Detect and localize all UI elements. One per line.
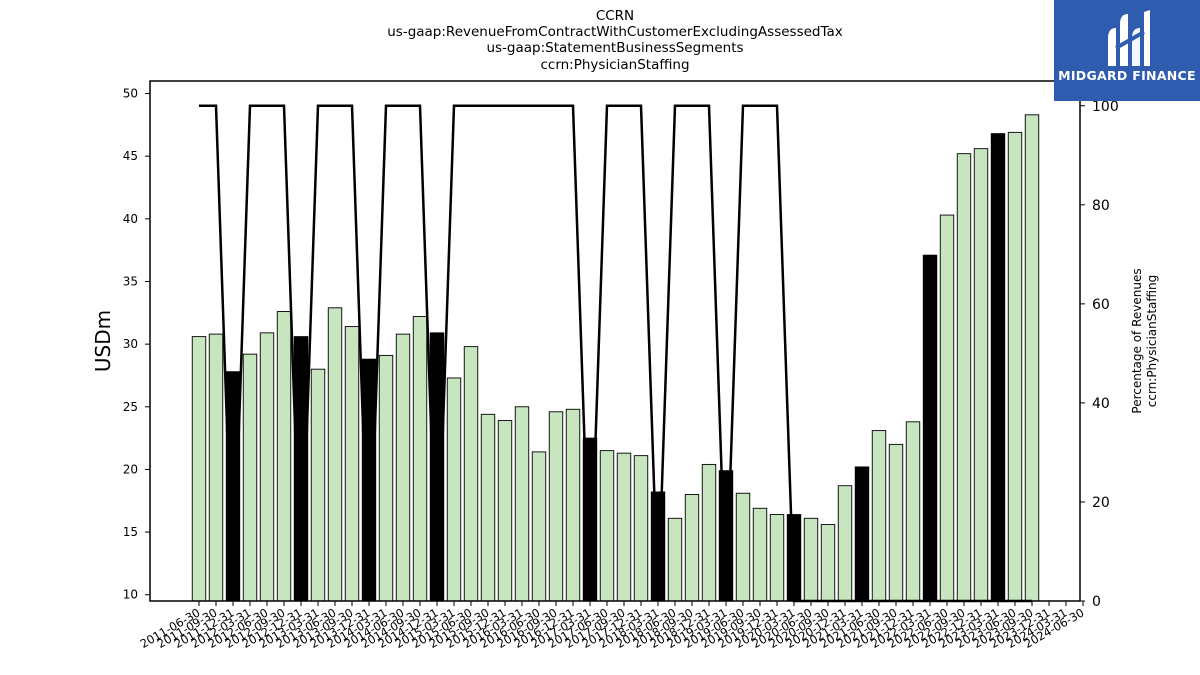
bar — [973, 148, 989, 602]
bar — [259, 332, 275, 602]
bar — [803, 517, 819, 602]
bar — [310, 368, 326, 602]
bar — [378, 354, 394, 602]
bar — [599, 450, 615, 602]
bar — [208, 333, 224, 602]
bar — [276, 311, 292, 602]
y-tick-label: 10 — [123, 588, 138, 602]
bar — [633, 455, 649, 602]
bar — [922, 254, 938, 602]
title-line-4: ccrn:PhysicianStaffing — [540, 57, 689, 73]
bar — [616, 452, 632, 602]
y-axis: 10 15 20 25 30 35 40 45 50 — [123, 87, 150, 602]
brand-logo: MIDGARD FINANCE — [1054, 0, 1200, 101]
bar — [820, 524, 836, 602]
bar — [412, 316, 428, 602]
bar — [939, 214, 955, 602]
y-tick-label: 30 — [123, 337, 138, 351]
bar — [701, 463, 717, 602]
bar — [735, 492, 751, 602]
bar — [497, 420, 513, 602]
bar — [905, 421, 921, 602]
y2-tick-label: 60 — [1092, 297, 1110, 313]
bar — [871, 430, 887, 602]
y-tick-label: 15 — [123, 525, 138, 539]
y-tick-label: 40 — [123, 212, 138, 226]
plot-frame — [149, 80, 1081, 602]
bar — [327, 307, 343, 602]
y2-tick-label: 0 — [1092, 594, 1101, 610]
y2-tick-label: 20 — [1092, 495, 1110, 511]
bar — [446, 377, 462, 602]
bar — [514, 406, 530, 602]
y2-tick-label: 80 — [1092, 198, 1110, 214]
bar — [344, 326, 360, 602]
bar — [752, 507, 768, 602]
title-line-3: us-gaap:StatementBusinessSegments — [486, 40, 743, 56]
bar — [684, 494, 700, 602]
bar — [191, 336, 207, 602]
bar — [990, 133, 1006, 602]
bar — [837, 485, 853, 602]
bar — [1024, 114, 1040, 602]
logo-mark-icon — [1108, 10, 1150, 66]
y-tick-label: 35 — [123, 274, 138, 288]
title-line-1: CCRN — [596, 8, 634, 24]
title-line-2: us-gaap:RevenueFromContractWithCustomerE… — [387, 24, 843, 40]
bar — [888, 443, 904, 602]
bar — [667, 517, 683, 602]
y2-axis-label-line-1: Percentage of Revenues — [1130, 268, 1144, 413]
bar — [565, 408, 581, 602]
bar — [531, 451, 547, 602]
bar — [956, 153, 972, 602]
bar — [769, 514, 785, 602]
y-tick-label: 25 — [123, 400, 138, 414]
y-tick-label: 50 — [123, 87, 138, 101]
y-tick-label: 20 — [123, 462, 138, 476]
bar — [854, 466, 870, 602]
chart-title: CCRN us-gaap:RevenueFromContractWithCust… — [387, 8, 843, 73]
y2-tick-label: 100 — [1092, 99, 1119, 115]
y2-axis: 0 20 40 60 80 100 — [1080, 99, 1119, 610]
y-axis-label: USDm — [91, 310, 115, 372]
bar — [463, 346, 479, 602]
logo-text: MIDGARD FINANCE — [1058, 68, 1196, 83]
bar — [395, 333, 411, 602]
bar-series — [191, 114, 1040, 602]
y-tick-label: 45 — [123, 149, 138, 163]
x-axis: 2011-06-302011-09-302011-12-312012-03-31… — [138, 601, 1087, 651]
y2-axis-label-line-2: ccrn:PhysicianStaffing — [1145, 275, 1159, 408]
bar — [242, 353, 258, 602]
bar — [548, 411, 564, 602]
y2-tick-label: 40 — [1092, 396, 1110, 412]
bar — [480, 413, 496, 602]
bar — [1007, 131, 1023, 602]
